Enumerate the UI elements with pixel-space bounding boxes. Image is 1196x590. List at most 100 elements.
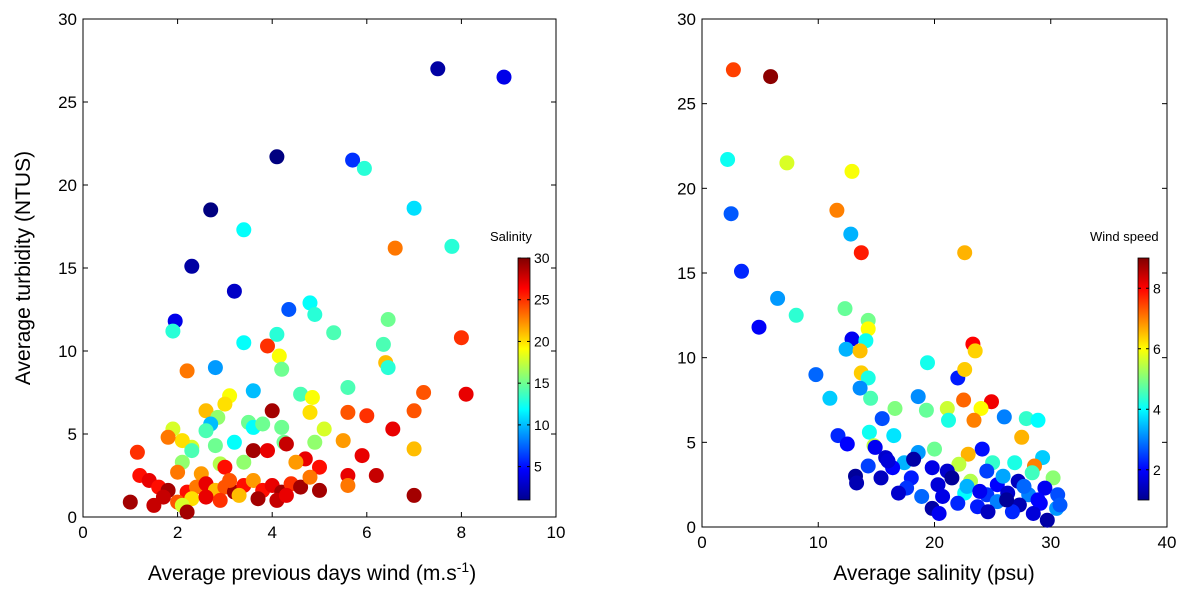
data-point	[236, 335, 252, 351]
data-point	[207, 360, 223, 376]
data-point	[340, 404, 356, 420]
data-point	[380, 360, 396, 376]
data-point	[779, 155, 795, 171]
data-points	[122, 61, 512, 520]
data-point	[453, 330, 469, 346]
data-point	[269, 326, 285, 342]
data-point	[458, 386, 474, 402]
data-point	[406, 487, 422, 503]
data-point	[368, 468, 384, 483]
data-point	[944, 470, 960, 486]
data-point	[972, 483, 988, 499]
data-point	[302, 295, 318, 311]
data-point	[231, 487, 247, 503]
data-point	[387, 240, 403, 256]
data-point	[860, 458, 876, 474]
data-point	[326, 325, 342, 341]
data-point	[312, 459, 327, 475]
data-point	[304, 390, 320, 405]
data-point	[184, 443, 200, 459]
data-point	[385, 421, 401, 437]
data-point	[354, 448, 370, 464]
colorbar-tick-label: 20	[534, 333, 550, 349]
y-tick-label: 10	[677, 349, 696, 368]
data-point	[245, 383, 261, 399]
data-point	[312, 482, 327, 498]
data-point	[941, 412, 956, 428]
x-tick-label: 0	[78, 523, 87, 542]
data-point	[217, 396, 233, 412]
data-point	[375, 336, 391, 352]
data-point	[345, 152, 361, 168]
data-point	[245, 443, 261, 459]
data-point	[406, 441, 422, 457]
data-point	[179, 504, 195, 520]
data-point	[906, 451, 922, 467]
data-point	[891, 485, 906, 501]
data-point	[973, 401, 989, 416]
y-tick-label: 5	[68, 425, 77, 444]
data-point	[269, 149, 285, 165]
data-point	[165, 323, 181, 339]
data-point	[860, 370, 876, 386]
y-axis-label: Average turbidity (NTUS)	[12, 151, 35, 385]
data-point	[927, 441, 942, 457]
data-point	[996, 409, 1012, 425]
colorbar-tick-label: 2	[1153, 462, 1161, 478]
colorbar-tick-label: 15	[534, 375, 550, 391]
data-point	[307, 307, 323, 322]
y-tick-label: 15	[58, 259, 77, 278]
data-point	[852, 380, 868, 396]
data-point	[122, 494, 138, 510]
data-point	[174, 433, 190, 449]
data-point	[918, 402, 934, 418]
colorbar	[517, 257, 531, 501]
data-point	[957, 362, 973, 377]
data-point	[212, 492, 228, 508]
data-point	[1024, 465, 1040, 481]
data-point	[751, 319, 767, 335]
data-point	[995, 468, 1011, 484]
data-point	[723, 206, 739, 222]
data-points	[720, 62, 1068, 528]
data-point	[278, 436, 294, 452]
y-tick-label: 10	[58, 342, 77, 361]
data-point	[184, 258, 200, 274]
data-point	[863, 390, 879, 406]
colorbar-ticks: 2 4 6 8	[1138, 280, 1161, 478]
data-point	[1007, 455, 1023, 471]
data-point	[444, 238, 460, 254]
scatter-panel-wind: 0 2 4 6 8 10 0 5 10 15 20 25 30 Average turbidity (N…	[12, 10, 565, 585]
data-point	[829, 202, 845, 218]
colorbar-tick-label: 30	[534, 250, 550, 266]
data-point	[359, 408, 375, 424]
data-point	[839, 436, 855, 452]
data-point	[999, 492, 1015, 508]
data-point	[316, 421, 332, 437]
x-tick-label: 4	[267, 523, 276, 542]
data-point	[406, 200, 422, 216]
axis-ticks: 0 10 20 30 40 0 5 10 15 20 25 30	[677, 10, 1176, 552]
data-point	[957, 245, 973, 261]
x-tick-label: 6	[362, 523, 371, 542]
data-point	[406, 403, 422, 419]
x-tick-label: 0	[697, 533, 706, 552]
data-point	[843, 226, 859, 242]
data-point	[274, 361, 290, 377]
data-point	[1004, 504, 1020, 520]
data-point	[255, 416, 271, 432]
data-point	[260, 338, 275, 354]
data-point	[720, 152, 736, 167]
data-point	[1030, 412, 1046, 428]
colorbar-tick-label: 25	[534, 292, 550, 308]
data-point	[170, 464, 186, 480]
data-point	[245, 473, 261, 488]
colorbar-tick-label: 4	[1153, 401, 1161, 417]
data-point	[960, 446, 976, 462]
data-point	[340, 478, 356, 493]
colorbar-tick-label: 6	[1153, 341, 1161, 357]
data-point	[293, 386, 309, 402]
data-point	[217, 459, 233, 475]
data-point	[430, 61, 446, 77]
